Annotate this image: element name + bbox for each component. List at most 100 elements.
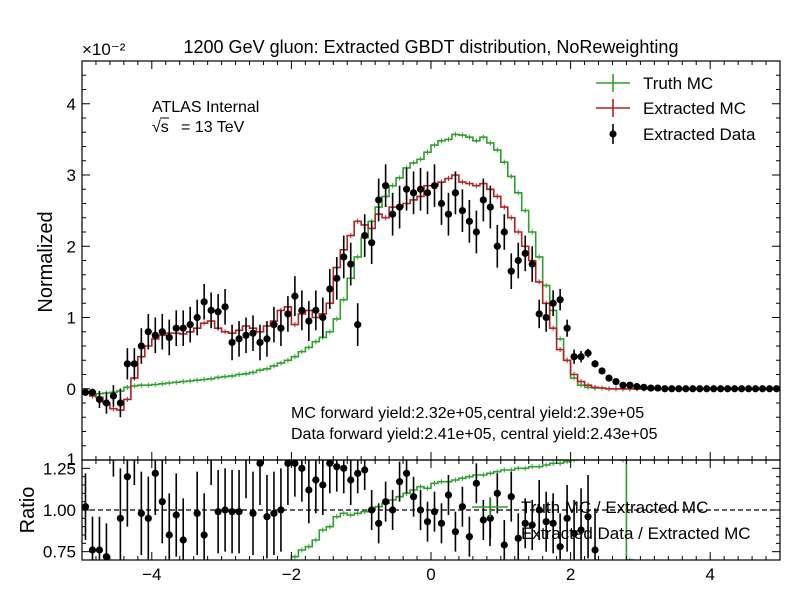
extracted-data-point <box>521 249 529 257</box>
extracted-data-point <box>507 267 515 275</box>
data-ratio-point <box>556 543 564 551</box>
data-ratio-point <box>361 466 369 474</box>
extracted-data-point <box>717 385 725 393</box>
data-ratio-point <box>249 509 257 517</box>
x-tick-label: −4 <box>142 565 161 584</box>
extracted-data-point <box>144 328 152 336</box>
extracted-data-point <box>382 182 390 190</box>
extracted-data-point <box>340 253 348 261</box>
axes: −4 −2 0 2 4 0 1 2 3 4 1 0.75 1.00 1.25 <box>43 60 781 584</box>
data-ratio-point <box>244 460 248 461</box>
data-ratio-point <box>368 506 376 514</box>
data-ratio-point <box>88 546 97 554</box>
data-ratio-point <box>340 464 348 472</box>
extracted-data-point <box>619 381 627 389</box>
extracted-data-point <box>605 374 613 382</box>
extracted-data-point <box>326 285 334 293</box>
data-ratio-point <box>284 460 292 467</box>
extracted-data-point <box>689 385 697 393</box>
data-ratio-point <box>472 479 480 487</box>
extracted-data-point <box>626 381 634 389</box>
data-ratio-point <box>305 486 313 494</box>
x-tick-label: 2 <box>566 565 575 584</box>
data-ratio-point <box>131 431 138 438</box>
extracted-data-point <box>179 324 187 332</box>
main-y-tick-label: 2 <box>67 237 76 256</box>
ratio-plot-area <box>82 415 780 560</box>
data-ratio-point <box>444 491 453 499</box>
data-ratio-point <box>123 473 131 481</box>
extracted-data-point <box>361 231 369 240</box>
data-ratio-point <box>430 508 439 516</box>
data-ratio-point <box>270 509 278 517</box>
yield-data: Data forward yield:2.41e+05, central yie… <box>291 426 658 443</box>
extracted-data-point <box>703 385 711 393</box>
extracted-data-point <box>514 256 522 265</box>
legend-extracted-mc: Extracted MC <box>596 99 746 118</box>
data-ratio-point <box>395 478 404 486</box>
data-ratio-point <box>95 546 104 554</box>
data-ratio-point <box>319 481 327 489</box>
data-ratio-point <box>521 519 529 527</box>
data-ratio-point <box>235 508 243 516</box>
extracted-data-point <box>661 385 669 393</box>
data-ratio-point <box>208 440 215 447</box>
extracted-data-point <box>277 324 285 332</box>
extracted-data-point <box>284 310 292 318</box>
extracted-data-point <box>228 338 236 347</box>
ratio-y-tick-label: 1.25 <box>43 459 76 478</box>
data-ratio-point <box>312 476 320 484</box>
data-ratio-point <box>507 493 515 501</box>
extracted-data-point <box>416 185 425 193</box>
data-ratio-point <box>458 503 467 511</box>
ratio-ylabel: Ratio <box>17 487 39 534</box>
data-ratio-point <box>228 508 236 516</box>
svg-text:Extracted Data / Extracted MC: Extracted Data / Extracted MC <box>521 524 751 543</box>
extracted-data-point <box>458 207 467 215</box>
extracted-data-point <box>556 296 564 304</box>
extracted-data-point <box>675 385 683 393</box>
data-ratio-point <box>116 514 124 522</box>
extracted-data-point <box>95 395 104 404</box>
data-ratio-point <box>479 516 487 524</box>
extracted-data-point <box>731 385 739 393</box>
extracted-data-point <box>430 182 439 190</box>
extracted-data-point <box>263 335 271 343</box>
extracted-data-point <box>82 388 90 396</box>
data-ratio-point <box>172 511 180 519</box>
extracted-data-point <box>724 385 732 393</box>
legend-truth-mc: Truth MC <box>596 74 713 93</box>
extracted-data-point <box>437 199 446 208</box>
data-ratio-point <box>389 506 397 514</box>
extracted-data-point <box>423 189 432 197</box>
extracted-data-point <box>598 367 606 375</box>
data-ratio-point <box>591 546 599 554</box>
svg-text:Truth MC / Extracted MC: Truth MC / Extracted MC <box>521 498 708 517</box>
extracted-data-point <box>696 385 704 393</box>
extracted-data-point <box>528 260 536 268</box>
data-ratio-point <box>347 476 355 484</box>
data-ratio-point <box>137 509 145 517</box>
extracted-data-point <box>123 360 131 368</box>
extracted-data-point <box>549 299 557 307</box>
data-ratio-point <box>375 519 383 527</box>
data-ratio-point <box>409 493 418 501</box>
extracted-data-point <box>214 308 222 316</box>
extracted-data-point <box>640 383 648 391</box>
ratio-y-tick-label: 1.00 <box>43 501 76 520</box>
extracted-data-point <box>333 274 341 282</box>
data-ratio-point <box>402 469 411 477</box>
extracted-data-point <box>472 228 480 236</box>
data-ratio-point <box>500 541 508 549</box>
data-ratio-point <box>144 514 152 522</box>
extracted-data-point <box>395 203 404 211</box>
extracted-data-point <box>500 228 508 236</box>
extracted-data-point <box>102 399 111 407</box>
data-ratio-point <box>187 415 194 422</box>
data-ratio-point <box>82 503 90 511</box>
extracted-data-point <box>402 185 411 193</box>
data-ratio-point <box>570 529 578 537</box>
data-ratio-point <box>382 498 390 506</box>
data-ratio-point <box>158 498 166 506</box>
